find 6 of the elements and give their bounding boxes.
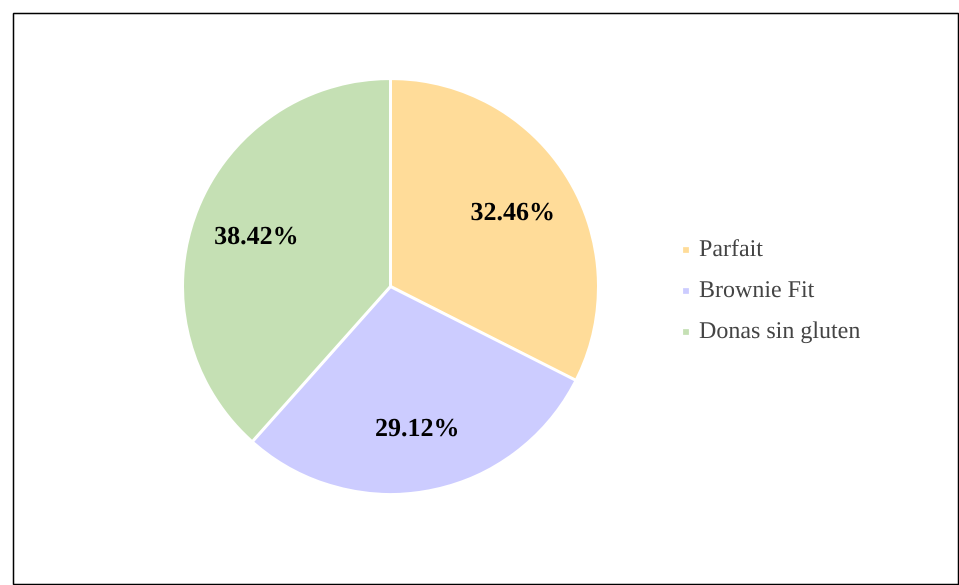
legend-label: Parfait: [699, 236, 763, 263]
legend-label: Donas sin gluten: [699, 318, 860, 345]
legend-label: Brownie Fit: [699, 277, 814, 304]
data-label: 29.12%: [374, 413, 460, 442]
data-label: 38.42%: [214, 220, 299, 250]
data-label: 32.46%: [470, 196, 556, 226]
